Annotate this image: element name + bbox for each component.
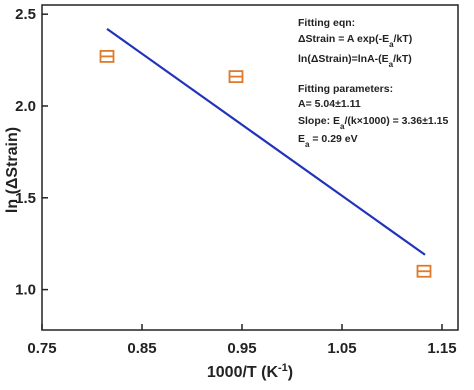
- annotation: Ea = 0.29 eV: [298, 133, 358, 149]
- annotation-part: Fitting parameters:: [298, 83, 393, 95]
- data-point: [99, 50, 115, 63]
- plot-frame: [41, 4, 459, 331]
- annotation: Fitting eqn:: [298, 17, 355, 29]
- x-tick-label: 0.95: [227, 340, 256, 357]
- fit-line: [106, 27, 426, 256]
- annotation-part: Fitting eqn:: [298, 17, 355, 29]
- data-point: [228, 70, 244, 84]
- annotation-part: /kT): [394, 33, 413, 45]
- annotation-part: Slope: E: [298, 115, 340, 127]
- annotation-part: /kT): [393, 53, 412, 65]
- x-tick-label: 1.15: [427, 340, 456, 357]
- annotation: ln(ΔStrain)=lnA-(Ea/kT): [298, 53, 412, 69]
- annotation-part: E: [298, 133, 305, 145]
- annotation-part: a: [389, 40, 394, 49]
- annotation-part: A= 5.04±1.11: [298, 98, 361, 110]
- x-tick-label: 0.75: [27, 340, 56, 357]
- x-tick-label: 0.85: [127, 340, 156, 357]
- annotation-part: = 0.29 eV: [309, 133, 357, 145]
- annotation-part: a: [305, 140, 310, 149]
- annotation: Fitting parameters:: [298, 83, 393, 95]
- annotation-part: ln(ΔStrain)=lnA-(E: [298, 53, 389, 65]
- x-axis-label-part: 1000/T (K: [207, 364, 279, 381]
- x-axis-label: 1000/T (K-1): [207, 362, 293, 381]
- y-axis-label: ln (ΔStrain): [4, 127, 21, 213]
- x-axis-label-part: ): [288, 364, 293, 381]
- annotation: ΔStrain = A exp(-Ea/kT): [298, 33, 412, 49]
- annotation-part: ΔStrain = A exp(-E: [298, 33, 389, 45]
- annotation: Slope: Ea/(k×1000) = 3.36±1.15: [298, 115, 448, 131]
- annotation-part: /(k×1000) = 3.36±1.15: [344, 115, 448, 127]
- y-tick-label: 2.0: [15, 98, 36, 115]
- annotation-part: a: [389, 60, 394, 69]
- x-axis-label-part: -1: [278, 362, 288, 374]
- data-point: [416, 264, 432, 278]
- y-tick-label: 1.5: [15, 190, 36, 207]
- annotation: A= 5.04±1.11: [298, 98, 361, 110]
- y-tick-label: 2.5: [15, 6, 36, 23]
- x-tick-label: 1.05: [327, 340, 356, 357]
- annotation-part: a: [340, 122, 345, 131]
- y-tick-label: 1.0: [15, 282, 36, 299]
